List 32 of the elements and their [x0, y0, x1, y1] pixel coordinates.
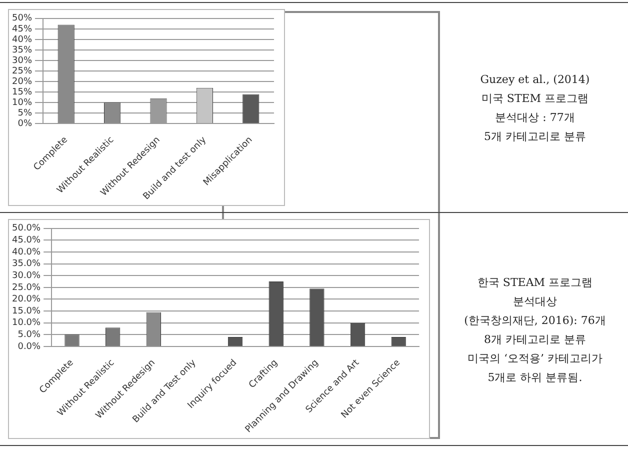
y-tick-label: 35.0% [12, 259, 42, 270]
y-tick-label: 20.0% [12, 294, 42, 305]
y-tick-label: 50.0% [12, 224, 42, 234]
y-tick-label: 5% [18, 108, 32, 118]
text: 8개 카테고리로 분류 [484, 332, 586, 348]
y-tick-label: 25.0% [12, 282, 42, 293]
y-tick-label: 15.0% [12, 306, 42, 316]
y-tick-label: 25% [12, 66, 32, 76]
y-tick-label: 20% [12, 76, 32, 87]
text: 한국 STEAM 프로그램 [477, 275, 593, 291]
y-tick-label: 10.0% [12, 318, 42, 328]
y-tick-label: 10% [12, 98, 32, 108]
y-tick-label: 50% [12, 14, 32, 24]
y-tick-label: 45.0% [12, 236, 42, 246]
y-tick-label: 5.0% [18, 330, 42, 340]
y-tick-label: 40% [12, 34, 32, 45]
y-tick-label: 35% [12, 45, 32, 56]
y-tick-label: 0.0% [18, 342, 42, 352]
y-tick-label: 45% [12, 24, 32, 34]
y-tick-label: 40.0% [12, 247, 42, 258]
text: Guzey et al., (2014) [480, 72, 590, 88]
text: 5개 카테고리로 분류 [484, 129, 586, 145]
text: 미국의 ‘오적용’ 카테고리가 [468, 351, 602, 367]
y-tick-label: 30% [12, 56, 32, 66]
y-tick-label: 15% [12, 87, 32, 98]
text: 분석대상 : 77개 [495, 110, 575, 126]
text: 분석대상 [513, 294, 557, 310]
y-tick-label: 0% [18, 119, 32, 130]
text: 5개로 하위 분류됨. [488, 370, 582, 386]
text: 미국 STEM 프로그램 [481, 91, 589, 107]
text: (한국창의재단, 2016): 76개 [464, 313, 606, 329]
y-tick-label: 30.0% [12, 270, 42, 281]
